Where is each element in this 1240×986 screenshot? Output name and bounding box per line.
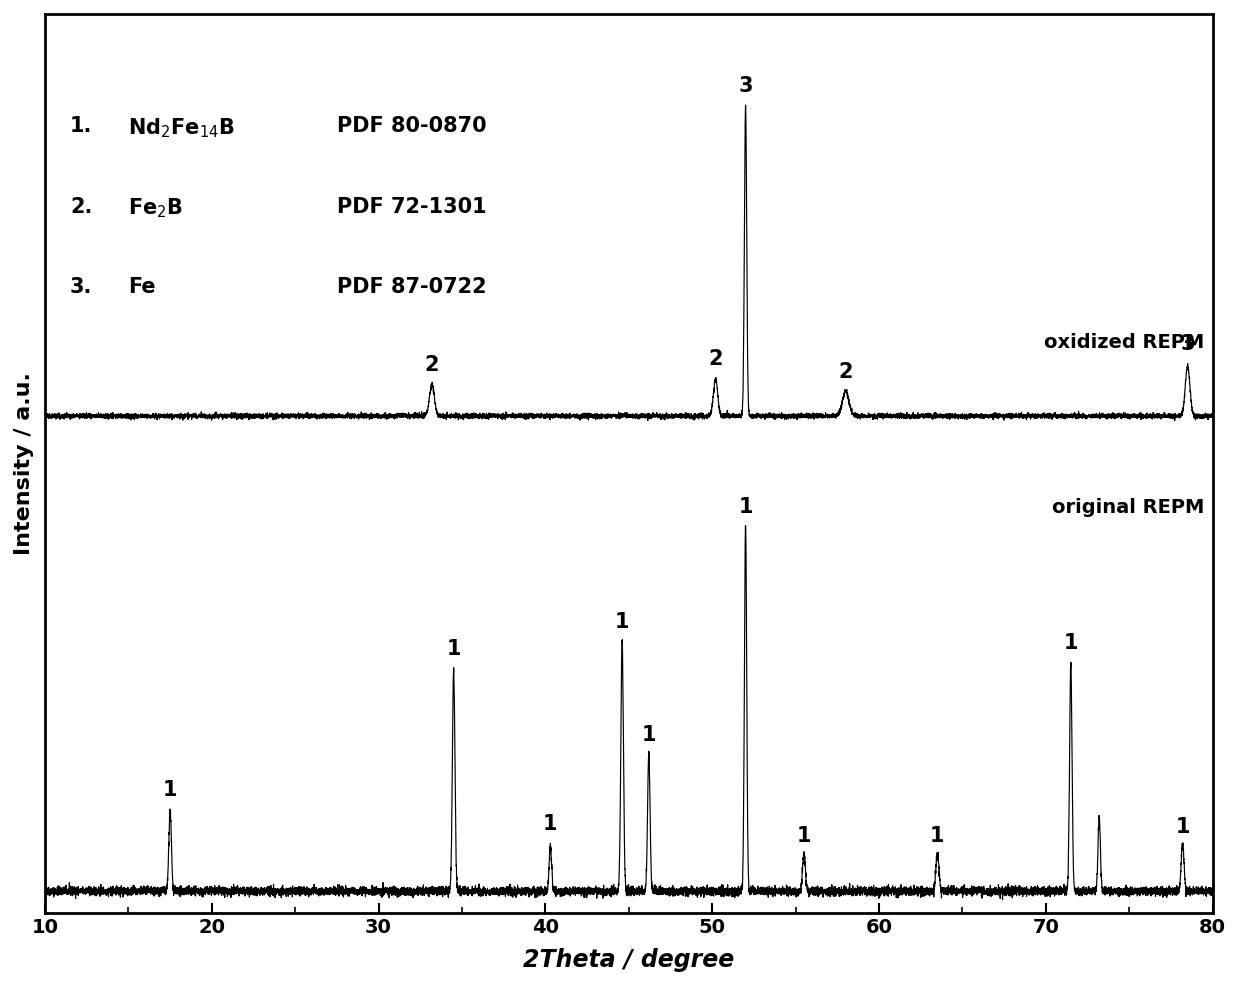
Text: 1: 1 bbox=[543, 814, 558, 834]
Text: 2.: 2. bbox=[69, 196, 93, 217]
Text: 3: 3 bbox=[738, 76, 753, 97]
Text: 1: 1 bbox=[738, 497, 753, 517]
Y-axis label: Intensity / a.u.: Intensity / a.u. bbox=[14, 372, 33, 555]
Text: 1.: 1. bbox=[69, 116, 93, 136]
Text: 2: 2 bbox=[708, 349, 723, 369]
Text: Nd$_2$Fe$_{14}$B: Nd$_2$Fe$_{14}$B bbox=[129, 116, 236, 140]
Text: 2: 2 bbox=[838, 362, 853, 383]
Text: 3: 3 bbox=[1180, 334, 1195, 354]
Text: Fe$_2$B: Fe$_2$B bbox=[129, 196, 184, 220]
Text: 1: 1 bbox=[162, 780, 177, 800]
Text: 1: 1 bbox=[446, 639, 461, 659]
Text: 2: 2 bbox=[425, 355, 439, 375]
Text: 1: 1 bbox=[641, 725, 656, 744]
X-axis label: 2Theta / degree: 2Theta / degree bbox=[523, 949, 734, 972]
Text: 3.: 3. bbox=[69, 277, 93, 297]
Text: 1: 1 bbox=[796, 826, 811, 846]
Text: original REPM: original REPM bbox=[1052, 498, 1204, 517]
Text: oxidized REPM: oxidized REPM bbox=[1044, 333, 1204, 352]
Text: PDF 87-0722: PDF 87-0722 bbox=[337, 277, 486, 297]
Text: 1: 1 bbox=[1176, 817, 1190, 837]
Text: 1: 1 bbox=[615, 611, 630, 632]
Text: Fe: Fe bbox=[129, 277, 156, 297]
Text: 1: 1 bbox=[1064, 633, 1078, 654]
Text: 1: 1 bbox=[930, 826, 945, 846]
Text: PDF 72-1301: PDF 72-1301 bbox=[337, 196, 486, 217]
Text: PDF 80-0870: PDF 80-0870 bbox=[337, 116, 486, 136]
